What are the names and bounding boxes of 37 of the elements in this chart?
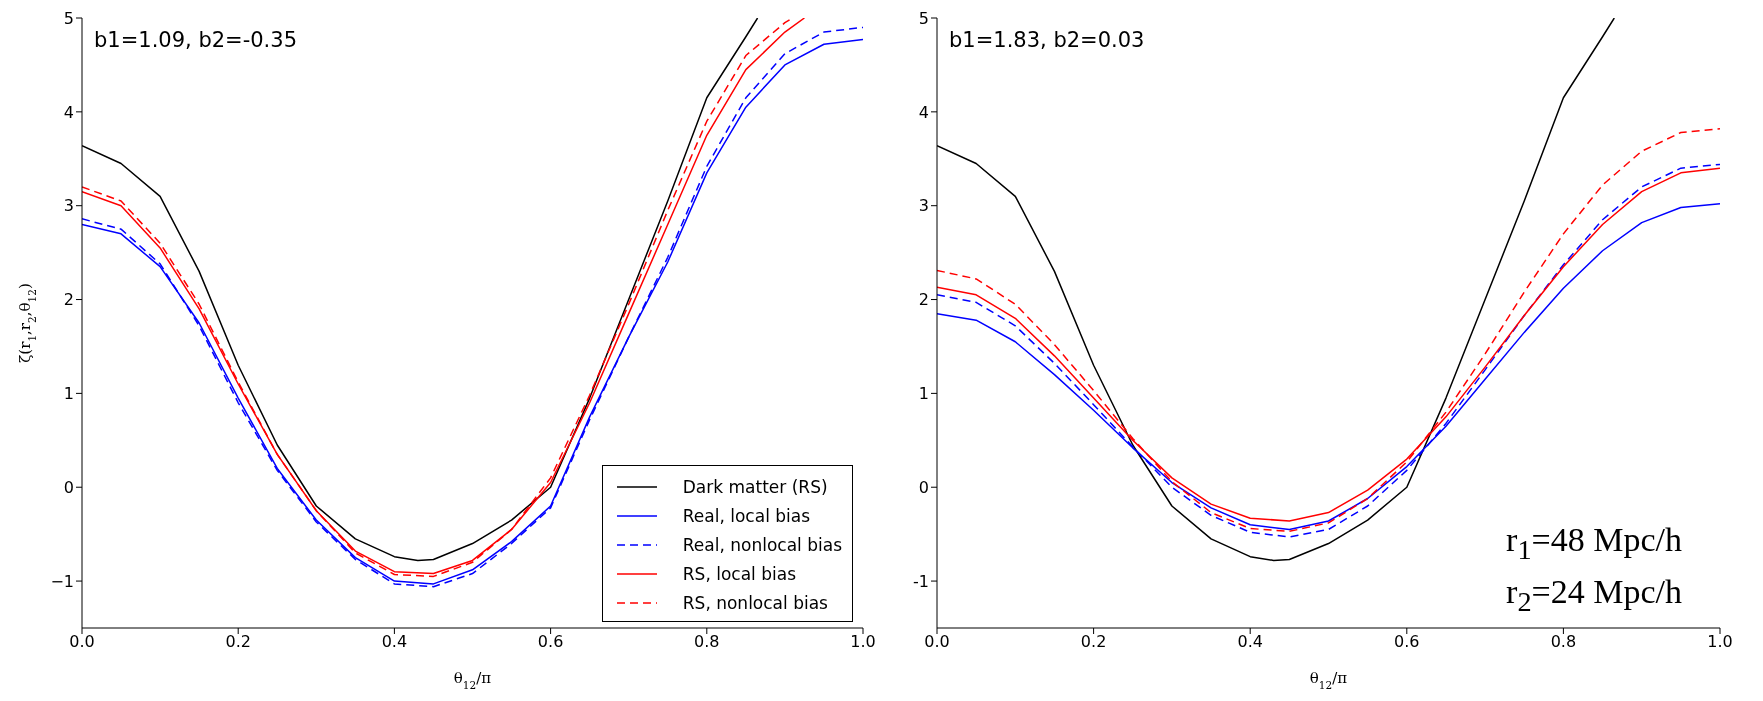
legend-label: Real, local bias [682, 505, 811, 526]
x-tick-label: 1.0 [1707, 632, 1733, 652]
x-tick-label: 0.2 [1080, 632, 1107, 652]
x-axis-title: θ$_{12}$/π [453, 669, 492, 691]
y-tick-label: -1 [913, 571, 929, 591]
y-tick-label: 0 [918, 477, 929, 497]
annotation: r$_{1}$=48 Mpc/h [1506, 521, 1682, 565]
x-tick-label: 1.0 [850, 632, 876, 652]
y-tick-label: −1 [50, 571, 74, 591]
y-tick-label: 5 [918, 8, 929, 28]
x-tick-label: 0.2 [225, 632, 251, 652]
y-tick-label: 4 [63, 102, 74, 122]
y-tick-label: 5 [63, 8, 74, 28]
x-tick-label: 0.8 [1550, 632, 1577, 652]
x-tick-label: 0.8 [694, 632, 720, 652]
annotation: b1=1.09, b2=-0.35 [94, 28, 298, 52]
x-tick-label: 0.0 [924, 632, 950, 652]
y-tick-label: 2 [918, 290, 929, 310]
legend-label: Real, nonlocal bias [682, 534, 842, 555]
y-tick-label: 0 [63, 477, 74, 497]
legend-label: RS, local bias [682, 563, 796, 584]
legend-label: Dark matter (RS) [682, 476, 828, 497]
x-tick-label: 0.0 [69, 632, 95, 652]
y-tick-label: 3 [63, 196, 74, 216]
y-tick-label: 1 [63, 384, 74, 404]
x-axis-title: θ$_{12}$/π [1309, 669, 1348, 691]
x-tick-label: 0.4 [381, 632, 408, 652]
x-tick-label: 0.4 [1237, 632, 1263, 652]
annotation: r$_{2}$=24 Mpc/h [1506, 573, 1682, 617]
legend-label: RS, nonlocal bias [682, 592, 828, 613]
y-tick-label: 4 [918, 102, 929, 122]
y-tick-label: 2 [63, 290, 74, 310]
y-tick-label: 3 [918, 196, 929, 216]
annotation: b1=1.83, b2=0.03 [949, 28, 1145, 52]
x-tick-label: 0.6 [1394, 632, 1420, 652]
y-tick-label: 1 [918, 384, 929, 404]
x-tick-label: 0.6 [537, 632, 564, 652]
